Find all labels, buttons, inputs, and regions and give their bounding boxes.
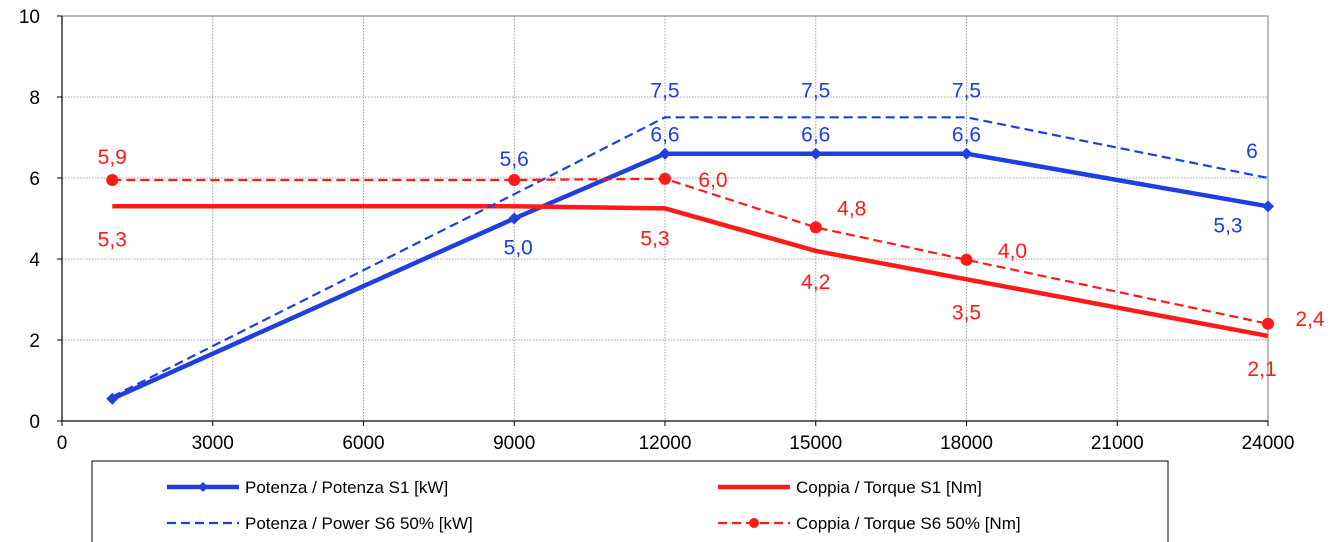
data-label: 7,5 <box>952 79 981 102</box>
y-tick-label: 6 <box>29 169 40 190</box>
x-tick-label: 21000 <box>1091 433 1144 454</box>
legend-label: Coppia / Torque S1 [Nm] <box>796 478 982 497</box>
series-marker-diamond <box>960 147 973 160</box>
series-marker-circle <box>809 221 822 234</box>
y-tick-label: 8 <box>29 88 40 109</box>
x-tick-label: 6000 <box>342 433 384 454</box>
data-label: 5,3 <box>640 227 669 250</box>
data-label: 5,6 <box>500 148 529 171</box>
y-tick-label: 10 <box>19 7 40 28</box>
series-line-potenza-power-s6-50-kw <box>111 116 1269 398</box>
data-label: 7,5 <box>801 79 830 102</box>
series-marker-circle <box>508 174 521 187</box>
data-label: 2,1 <box>1247 358 1276 381</box>
data-label: 6,6 <box>801 124 830 147</box>
data-label: 5,0 <box>504 237 533 260</box>
series-marker-circle <box>106 174 119 187</box>
legend-label: Potenza / Power S6 50% [kW] <box>245 514 473 533</box>
series-line-coppia-torque-s1-nm <box>112 204 1269 339</box>
data-label: 6,0 <box>698 169 727 192</box>
data-label: 7,5 <box>650 79 679 102</box>
y-tick-label: 4 <box>29 250 40 271</box>
series-marker-diamond <box>106 392 119 405</box>
data-label: 6 <box>1246 140 1258 163</box>
y-tick-label: 2 <box>29 331 40 352</box>
legend-box <box>91 460 1169 542</box>
series-marker-diamond <box>1262 200 1274 213</box>
x-tick-label: 15000 <box>789 433 842 454</box>
data-label: 2,4 <box>1295 308 1325 331</box>
data-label: 6,6 <box>952 124 981 147</box>
series-marker-diamond <box>659 147 671 160</box>
data-label: 6,6 <box>650 124 679 147</box>
x-tick-label: 18000 <box>940 433 993 454</box>
series-marker-diamond <box>508 212 521 225</box>
series-marker-circle <box>1262 317 1274 330</box>
legend-marker-diamond <box>198 482 208 492</box>
y-tick-label: 0 <box>29 412 40 433</box>
series-marker-diamond <box>809 147 822 160</box>
legend-marker-circle <box>749 518 759 528</box>
legend-label: Coppia / Torque S6 50% [Nm] <box>796 514 1021 533</box>
series-marker-circle <box>960 253 973 266</box>
series-line-coppia-torque-s6-50-nm <box>112 177 1269 325</box>
data-label: 5,3 <box>1213 214 1242 237</box>
data-label: 5,3 <box>98 228 127 251</box>
data-label: 5,9 <box>98 146 127 169</box>
series-marker-circle <box>659 172 671 185</box>
data-label: 4,0 <box>998 240 1027 263</box>
data-label: 4,2 <box>801 271 830 294</box>
legend-label: Potenza / Potenza S1 [kW] <box>245 478 448 497</box>
data-label: 4,8 <box>837 197 866 220</box>
data-label: 3,5 <box>952 301 981 324</box>
x-tick-label: 0 <box>57 433 68 454</box>
x-tick-label: 12000 <box>639 433 692 454</box>
x-tick-label: 3000 <box>192 433 234 454</box>
x-tick-label: 9000 <box>493 433 535 454</box>
series-line-potenza-potenza-s1-kw <box>111 151 1269 401</box>
x-tick-label: 24000 <box>1242 433 1295 454</box>
